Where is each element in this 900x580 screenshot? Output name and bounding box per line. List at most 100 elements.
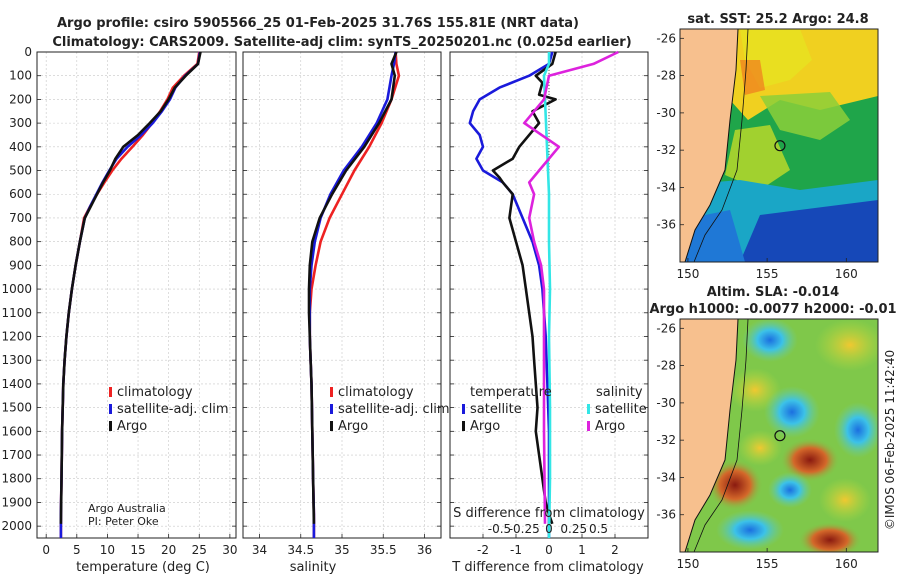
difference-legend: temperature satellite Argo salinity sate… — [462, 385, 647, 434]
temperature-xlabel: temperature (deg C) — [76, 560, 210, 575]
legend-swatch-argo — [109, 421, 112, 431]
sla-eddy-1 — [742, 319, 798, 362]
sla-axes: 150 155 160 -26 -28 -30 -32 -34 -36 — [656, 321, 857, 571]
legend-swatch-s-argo — [587, 421, 590, 431]
depth-tick-label: 700 — [9, 211, 32, 225]
series-temperature-argo — [491, 51, 557, 525]
sst-shelf-contour — [693, 29, 749, 262]
s-difference-ticks: -0.5-0.25 0 0.25 0.5 — [488, 522, 608, 536]
map-y-tick-label: -30 — [656, 396, 676, 410]
series-temperature-satellite — [468, 51, 554, 538]
map-y-tick-label: -32 — [656, 433, 676, 447]
sla-eddy-4 — [764, 386, 820, 438]
argo-australia-note: Argo Australia — [88, 502, 166, 515]
sla-eddy-2 — [815, 319, 878, 371]
map-y-tick-label: -26 — [656, 321, 676, 335]
s-difference-label: S difference from climatology — [453, 506, 645, 521]
x-tick-label: 0 — [42, 543, 50, 557]
map-y-tick-label: -36 — [656, 218, 676, 232]
legend-swatch-argo — [330, 421, 333, 431]
sla-map-subtitle: Argo h1000: -0.0077 h2000: -0.01 — [649, 302, 896, 317]
map-y-tick-label: -34 — [656, 180, 676, 194]
x-tick-label: 36 — [417, 543, 432, 557]
x-tick-label: 5 — [73, 543, 81, 557]
series-satellite-adj-clim — [59, 51, 202, 538]
depth-tick-label: 300 — [9, 116, 32, 130]
sla-shelf-contour — [693, 319, 749, 552]
map-x-tick-label: 160 — [835, 557, 858, 571]
x-tick-label: 2 — [611, 543, 619, 557]
map-y-tick-label: -30 — [656, 106, 676, 120]
s-tick-label: 0.5 — [589, 522, 608, 536]
sla-eddy-8 — [768, 472, 812, 508]
legend-climatology: climatology — [338, 385, 414, 400]
depth-tick-label: 1300 — [1, 353, 32, 367]
legend-t-satellite: satellite — [470, 402, 522, 417]
legend-s-satellite: satellite — [595, 402, 647, 417]
x-tick-label: 34 — [252, 543, 267, 557]
temperature-legend: climatology satellite-adj. clim Argo — [109, 385, 229, 434]
sla-coastline — [684, 319, 739, 552]
argo-location-marker — [774, 430, 786, 442]
legend-swatch-s-satellite — [587, 404, 590, 414]
sla-eddy-9 — [834, 402, 878, 458]
s-tick-label: -0.5 — [488, 522, 511, 536]
depth-tick-label: 600 — [9, 187, 32, 201]
legend-swatch-climatology — [330, 387, 333, 397]
sst-south-cold — [740, 200, 878, 262]
legend-satellite: satellite-adj. clim — [117, 402, 229, 417]
sst-land — [680, 29, 738, 262]
map-y-tick-label: -26 — [656, 31, 676, 45]
argo-location-marker — [774, 140, 786, 152]
depth-tick-label: 1700 — [1, 448, 32, 462]
salinity-legend: climatology satellite-adj. clim Argo — [330, 385, 450, 434]
s-tick-label: 0.25 — [560, 522, 587, 536]
sla-eddy-12 — [798, 522, 862, 552]
depth-tick-label: 1200 — [1, 329, 32, 343]
legend-t-argo: Argo — [470, 419, 500, 434]
depth-tick-label: 1600 — [1, 424, 32, 438]
depth-tick-label: 1400 — [1, 377, 32, 391]
difference-xlabel: T difference from climatology — [451, 560, 644, 575]
legend-swatch-t-satellite — [462, 404, 465, 414]
temperature-profile-panel: 0 5 10 15 20 25 30 — [36, 51, 238, 557]
sst-map-frame — [679, 28, 879, 263]
panel-frame — [36, 51, 237, 539]
sla-land — [680, 319, 738, 552]
map-x-tick-label: 155 — [756, 557, 779, 571]
map-y-tick-label: -28 — [656, 69, 676, 83]
series-argo — [307, 51, 398, 524]
imos-watermark: ©IMOS 06-Feb-2025 11:42:40 — [883, 350, 897, 530]
depth-tick-label: 1100 — [1, 306, 32, 320]
depth-tick-label: 1800 — [1, 472, 32, 486]
sst-coastline — [684, 29, 739, 262]
map-x-tick-label: 150 — [676, 557, 699, 571]
legend-salinity-title: salinity — [596, 385, 643, 400]
depth-tick-label: 1900 — [1, 495, 32, 509]
difference-profile-panel: -2 -1 0 1 2 — [449, 50, 649, 557]
legend-swatch-t-argo — [462, 421, 465, 431]
depth-tick-label: 0 — [24, 45, 32, 59]
map-y-tick-label: -28 — [656, 359, 676, 373]
depth-tick-label: 100 — [9, 69, 32, 83]
x-tick-label: -1 — [510, 543, 522, 557]
pi-note: PI: Peter Oke — [88, 515, 159, 528]
map-x-tick-label: 150 — [676, 267, 699, 281]
depth-tick-label: 200 — [9, 92, 32, 106]
depth-tick-label: 400 — [9, 140, 32, 154]
depth-axis-labels: 0 100 200 300 400 500 600 700 800 900 1000 1100 1200… — [1, 45, 32, 533]
sla-map: 150 155 160 -26 -28 -30 -32 -34 -36 — [656, 318, 879, 571]
map-y-tick-label: -32 — [656, 143, 676, 157]
series-salinity-satellite — [542, 52, 552, 539]
x-tick-label: 30 — [222, 543, 237, 557]
series-climatology — [59, 51, 201, 538]
legend-swatch-climatology — [109, 387, 112, 397]
depth-tick-label: 900 — [9, 258, 32, 272]
legend-swatch-satellite — [330, 404, 333, 414]
x-tick-label: 35.5 — [370, 543, 397, 557]
map-x-tick-label: 160 — [835, 267, 858, 281]
salinity-profile-panel: 34 34.5 35 35.5 36 — [242, 51, 442, 557]
depth-tick-label: 2000 — [1, 519, 32, 533]
series-satellite-adj-clim — [308, 51, 397, 538]
